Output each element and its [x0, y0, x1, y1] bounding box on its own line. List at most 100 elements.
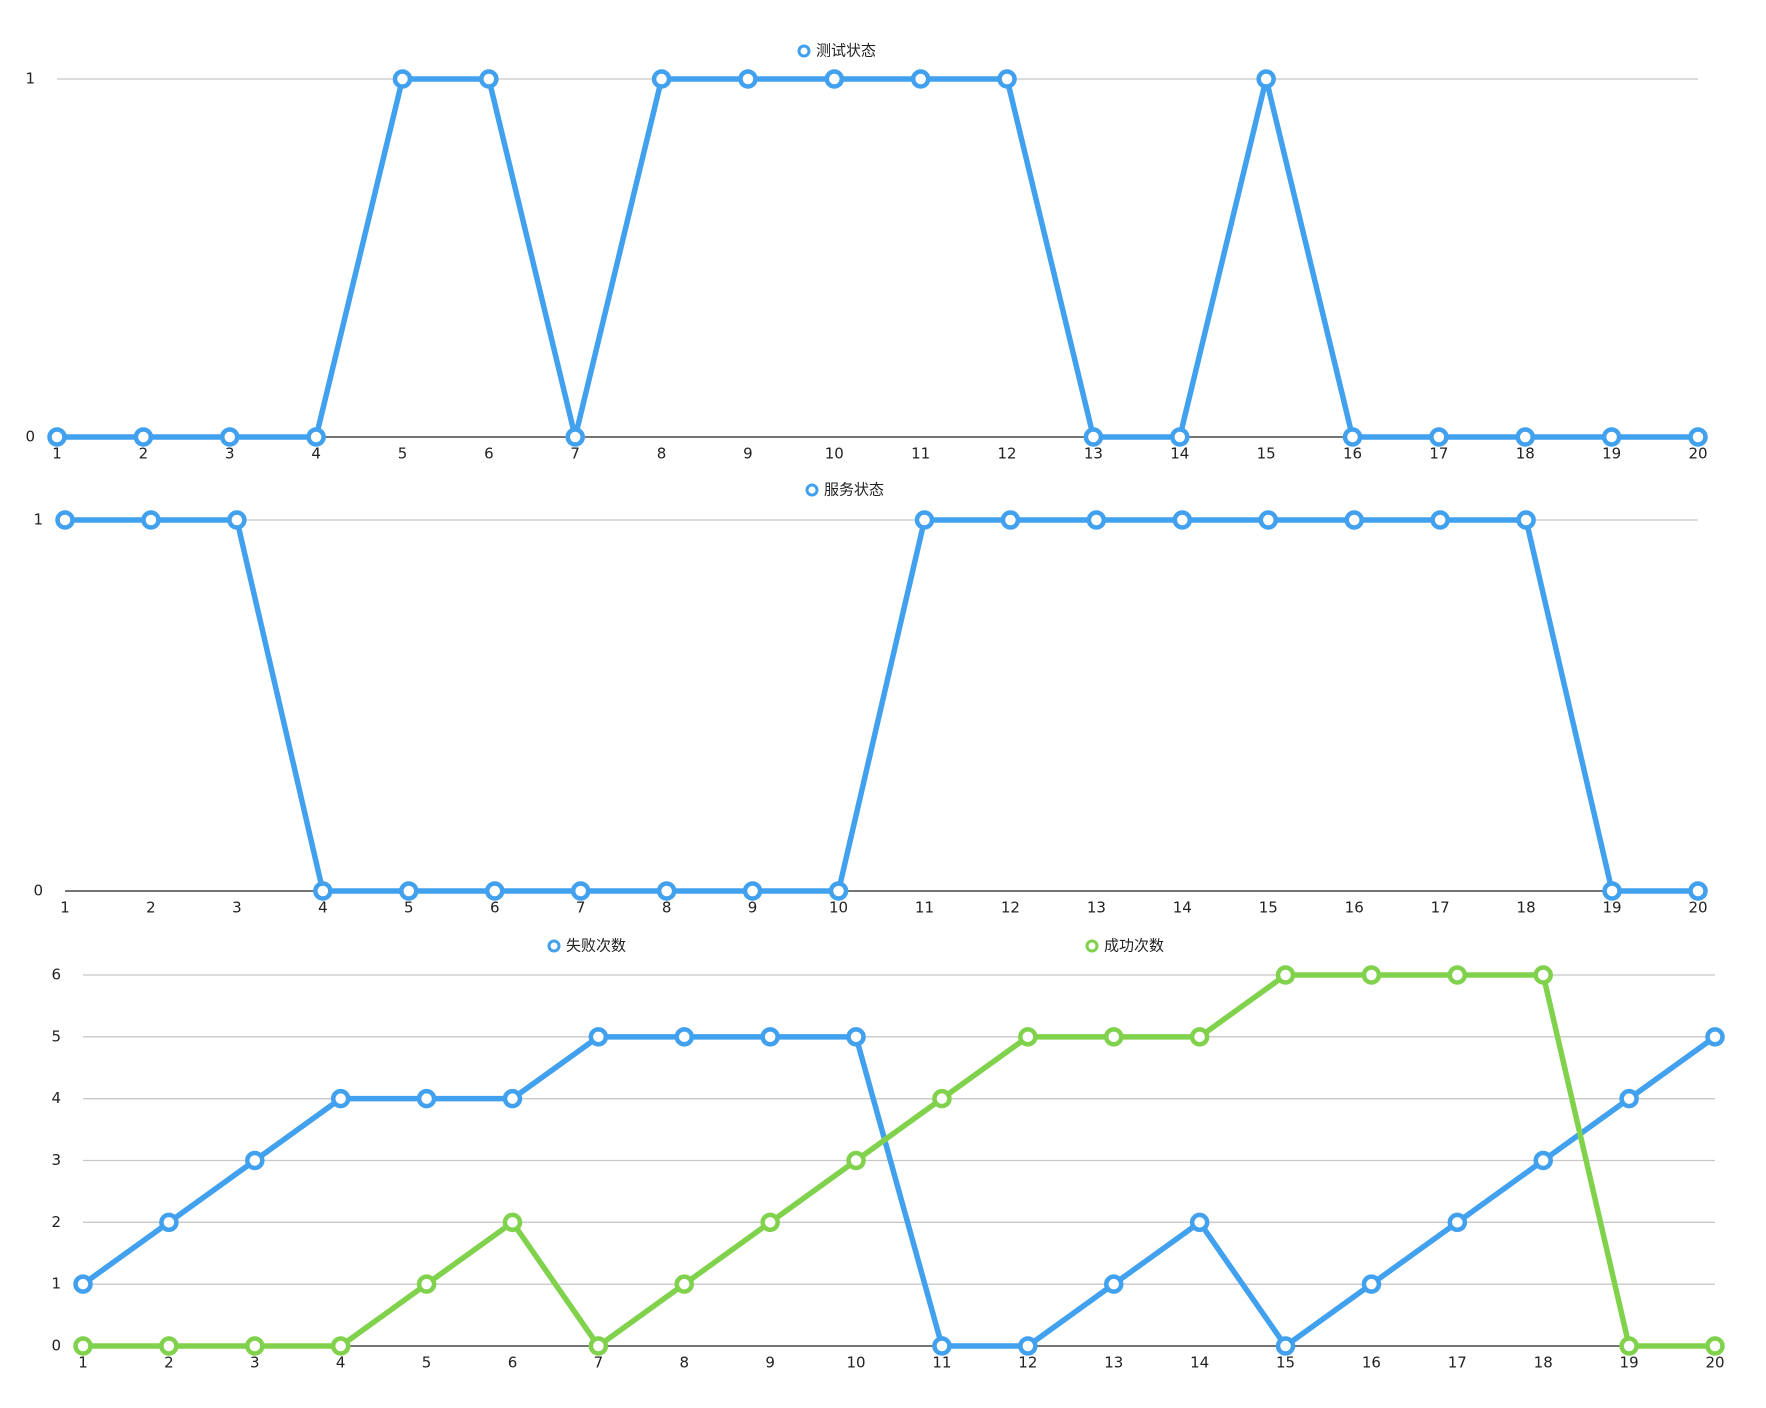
x-tick-label: 5: [398, 445, 408, 463]
data-point: [1086, 510, 1107, 530]
x-tick-label: 20: [1688, 445, 1707, 463]
data-point: [651, 69, 672, 89]
x-tick-label: 8: [679, 1354, 689, 1372]
data-point: [416, 1274, 437, 1294]
data-point: [330, 1336, 351, 1356]
data-point: [1516, 510, 1536, 530]
data-point: [570, 881, 591, 901]
series-line: [81, 1034, 1717, 1349]
x-tick-label: 7: [594, 1354, 604, 1372]
data-point: [484, 881, 505, 901]
data-point: [997, 69, 1017, 89]
data-point: [1619, 1088, 1639, 1109]
y-tick-label: 2: [51, 1213, 61, 1231]
x-tick-label: 8: [657, 445, 667, 463]
x-tick-label: 19: [1602, 445, 1621, 463]
x-tick-label: 4: [336, 1354, 346, 1372]
data-point: [1533, 965, 1553, 985]
data-point: [1256, 69, 1276, 89]
legend-label: 测试状态: [816, 42, 876, 60]
x-tick-label: 11: [915, 899, 934, 917]
x-tick-label: 15: [1276, 1354, 1295, 1372]
x-tick-label: 16: [1362, 1354, 1381, 1372]
data-point: [1688, 881, 1708, 901]
data-point: [313, 881, 333, 901]
x-tick-label: 19: [1620, 1354, 1639, 1372]
y-tick-label: 0: [51, 1337, 61, 1355]
x-tick-label: 8: [662, 899, 672, 917]
data-point: [1275, 1336, 1296, 1356]
data-point: [932, 1336, 952, 1356]
data-point: [846, 1027, 866, 1047]
data-point: [245, 1150, 265, 1171]
x-tick-label: 13: [1087, 899, 1106, 917]
x-tick-label: 1: [60, 899, 70, 917]
x-tick-label: 20: [1688, 899, 1707, 917]
data-point: [1103, 1274, 1124, 1294]
x-tick-label: 6: [508, 1354, 518, 1372]
x-tick-label: 13: [1104, 1354, 1123, 1372]
data-point: [133, 427, 154, 447]
data-point: [588, 1336, 609, 1356]
x-tick-label: 15: [1259, 899, 1278, 917]
x-tick-label: 2: [164, 1354, 174, 1372]
data-point: [588, 1027, 609, 1047]
legend-marker: [547, 939, 561, 953]
x-tick-label: 2: [146, 899, 156, 917]
data-point: [1601, 427, 1622, 447]
data-point: [914, 510, 935, 530]
x-tick-label: 15: [1257, 445, 1276, 463]
data-point: [932, 1088, 952, 1109]
data-point: [738, 69, 758, 89]
x-tick-label: 3: [225, 445, 235, 463]
data-point: [227, 510, 247, 530]
y-tick-label: 1: [25, 70, 35, 88]
series-line: [65, 517, 1698, 894]
data-point: [565, 427, 585, 447]
data-point: [1018, 1336, 1038, 1356]
data-point: [159, 1212, 179, 1233]
x-tick-label: 16: [1343, 445, 1362, 463]
x-tick-label: 12: [998, 445, 1017, 463]
data-point: [245, 1336, 265, 1356]
x-tick-label: 4: [311, 445, 321, 463]
data-point: [1430, 510, 1450, 530]
x-tick-label: 12: [1001, 899, 1020, 917]
x-tick-label: 1: [52, 445, 62, 463]
series-line: [83, 972, 1715, 1349]
data-point: [55, 510, 75, 530]
data-point: [1688, 427, 1708, 447]
x-tick-label: 5: [404, 899, 414, 917]
data-point: [760, 1212, 780, 1233]
data-point: [674, 1274, 695, 1294]
data-point: [306, 427, 326, 447]
data-point: [1103, 1027, 1124, 1047]
x-tick-label: 5: [422, 1354, 432, 1372]
data-point: [479, 69, 499, 89]
data-point: [399, 881, 419, 901]
data-point: [1619, 1336, 1639, 1356]
x-tick-label: 3: [250, 1354, 260, 1372]
data-point: [1515, 427, 1536, 447]
x-tick-label: 6: [484, 445, 494, 463]
legend-marker: [805, 483, 819, 497]
data-point: [1189, 1027, 1210, 1047]
x-tick-label: 9: [748, 899, 758, 917]
x-tick-label: 7: [576, 899, 586, 917]
x-tick-label: 3: [232, 899, 242, 917]
data-point: [1361, 1274, 1382, 1294]
data-point: [1705, 1336, 1725, 1356]
data-point: [1189, 1212, 1210, 1233]
x-tick-label: 12: [1018, 1354, 1037, 1372]
data-point: [330, 1088, 351, 1109]
data-point: [1018, 1027, 1038, 1047]
x-tick-label: 17: [1448, 1354, 1467, 1372]
data-point: [141, 510, 161, 530]
x-tick-label: 10: [825, 445, 844, 463]
legend-label: 成功次数: [1104, 937, 1164, 955]
data-point: [73, 1274, 93, 1294]
x-tick-label: 10: [829, 899, 848, 917]
x-tick-label: 14: [1190, 1354, 1209, 1372]
data-point: [1602, 881, 1622, 901]
x-tick-label: 2: [139, 445, 149, 463]
